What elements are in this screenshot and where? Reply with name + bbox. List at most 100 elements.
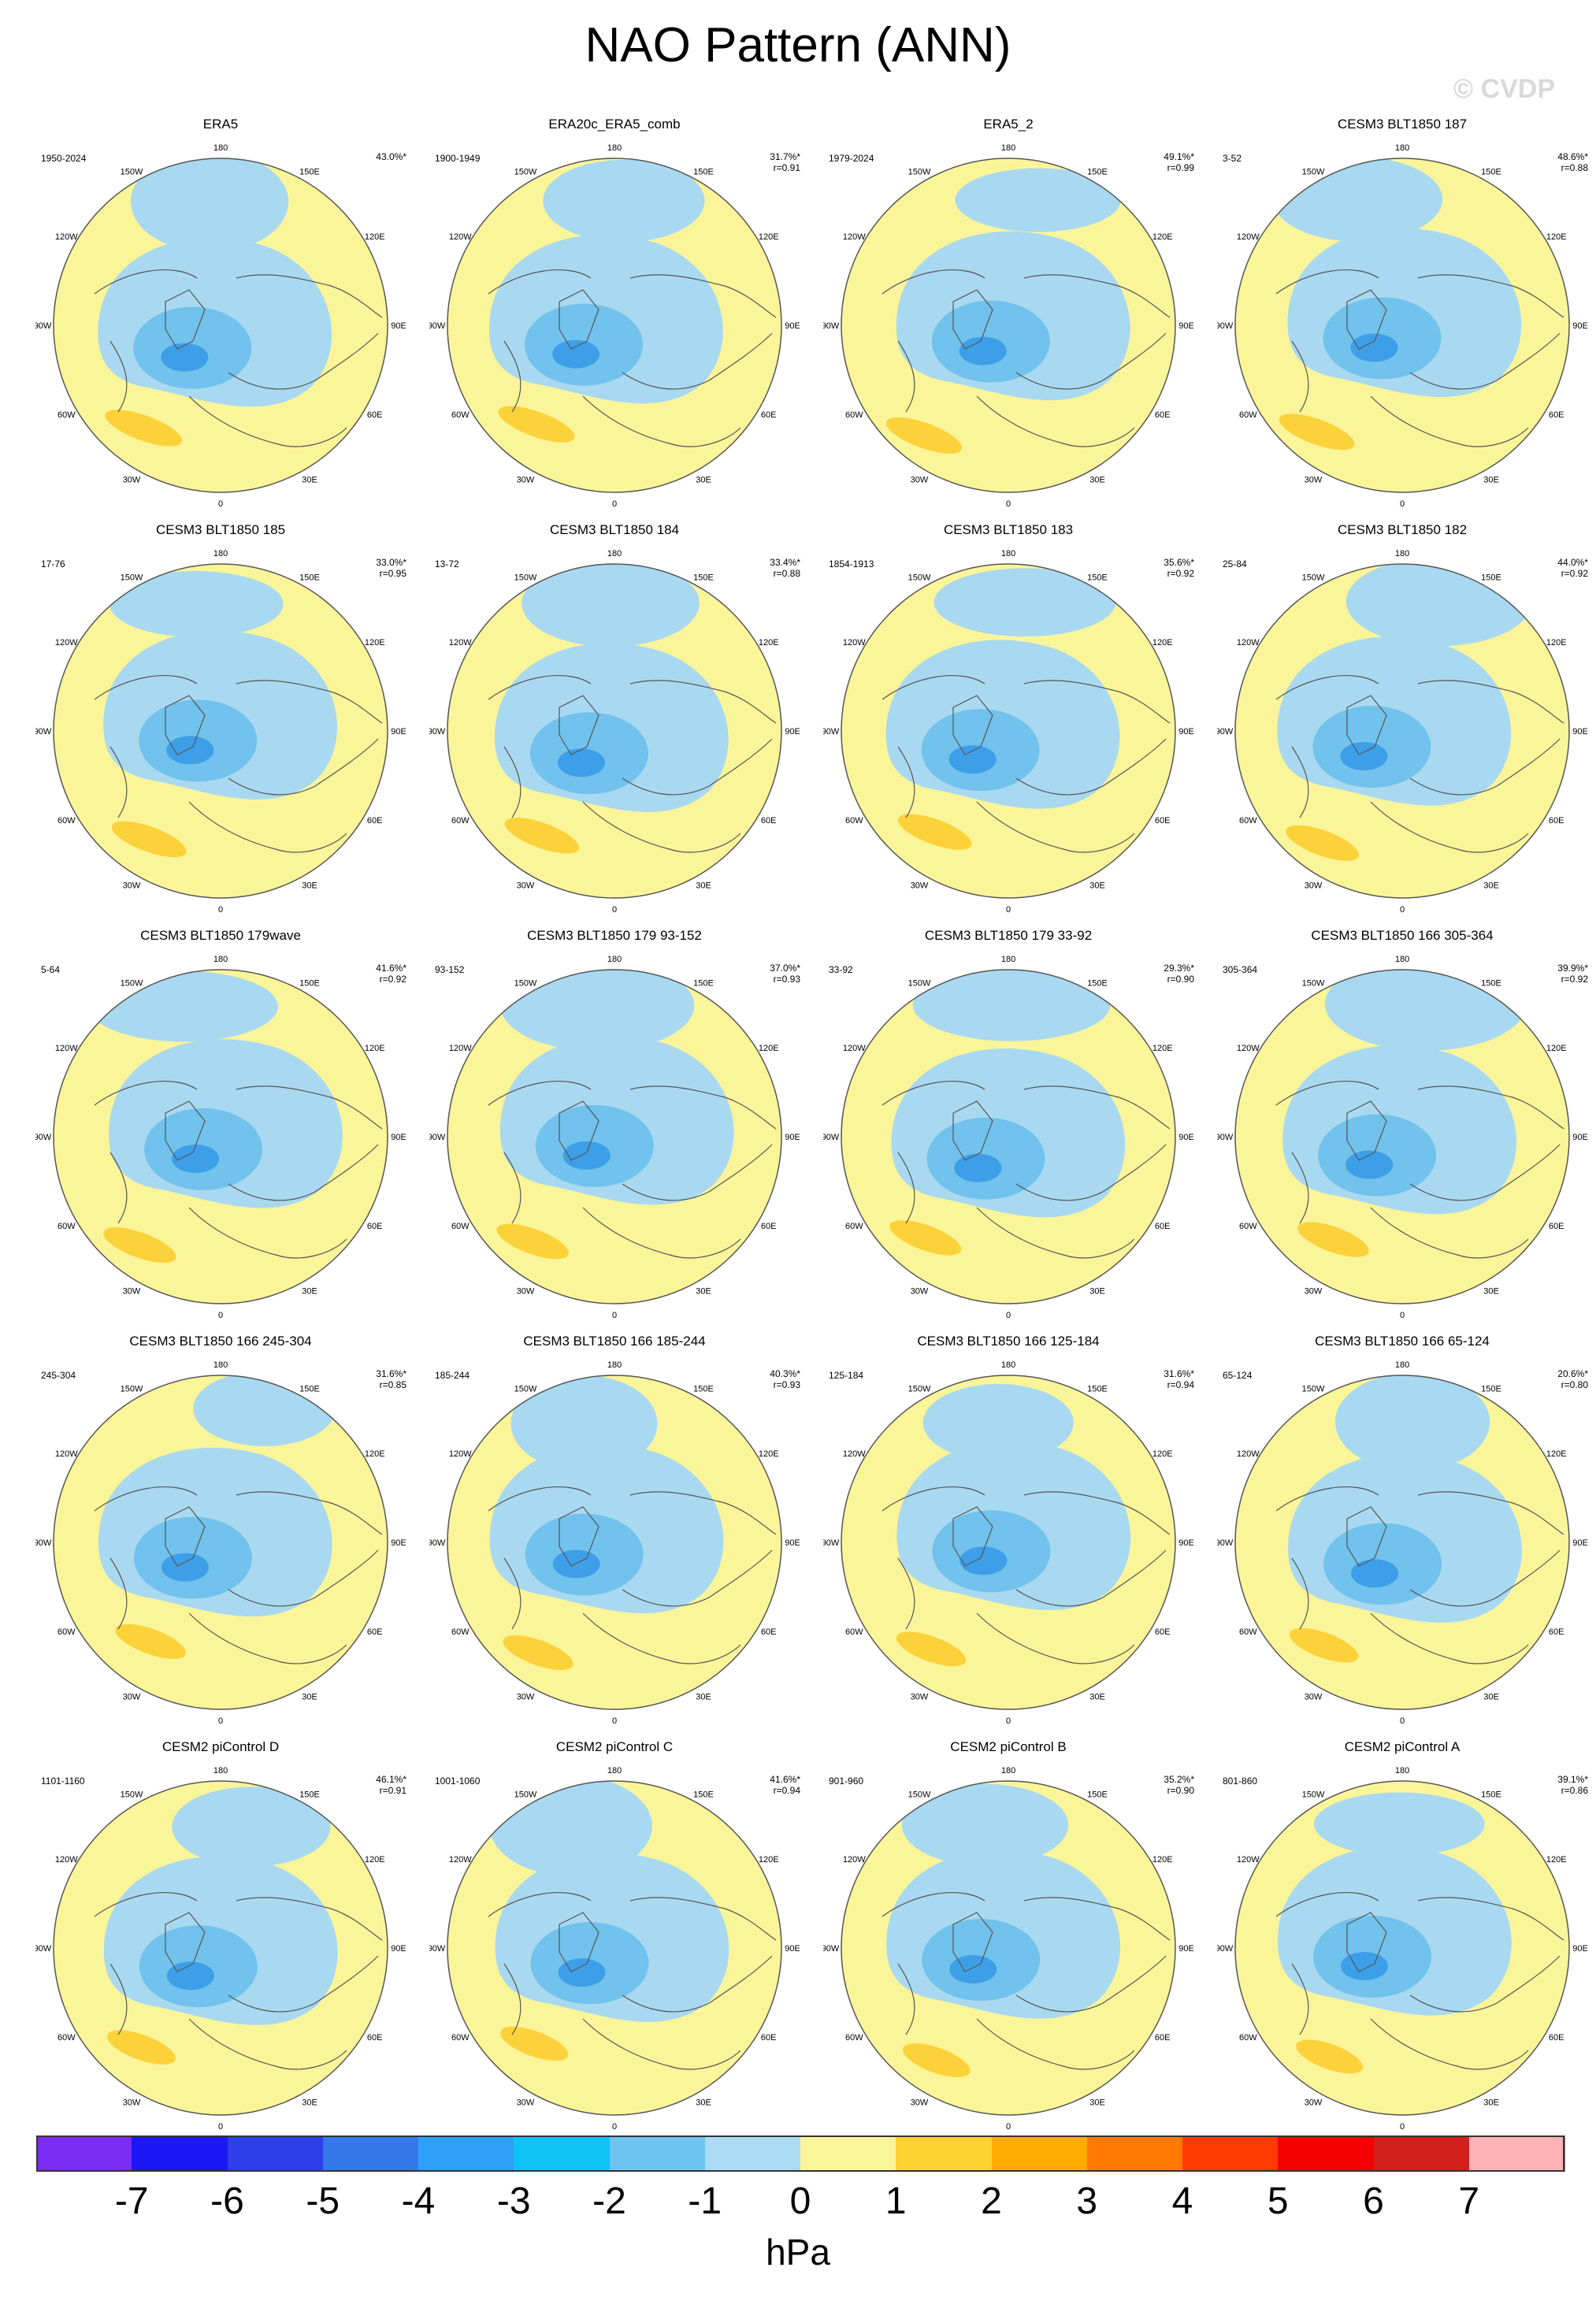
longitude-label: 0 <box>612 1311 617 1320</box>
longitude-label: 150W <box>908 978 931 988</box>
longitude-label: 60E <box>761 1627 777 1637</box>
positive-anomaly-core <box>105 410 183 447</box>
negative-anomaly-core <box>166 1961 214 1991</box>
colorbar-tick-label: 3 <box>1076 2180 1098 2222</box>
coastline <box>952 1100 993 1161</box>
longitude-label: 180 <box>213 549 228 558</box>
coastline <box>188 395 347 447</box>
negative-anomaly-core <box>959 1546 1008 1575</box>
variance-explained: 41.6%* <box>376 963 406 974</box>
pattern-correlation: r=0.92 <box>1561 974 1588 985</box>
longitude-label: 180 <box>1395 1766 1409 1776</box>
coastline <box>622 1549 773 1607</box>
coastline <box>1417 1085 1564 1130</box>
longitude-label: 150E <box>1481 978 1501 988</box>
pattern-correlation: r=0.94 <box>1167 1379 1194 1390</box>
longitude-label: 30E <box>696 1287 711 1297</box>
longitude-label: 150E <box>693 573 714 582</box>
polar-map: 180 150E 120E 90E 60E 30E 0 30W 60W 90W 120W 150W <box>35 1360 406 1726</box>
longitude-label: 90E <box>391 321 406 331</box>
colorbar-swatch <box>896 2135 993 2172</box>
coastline <box>1346 1506 1387 1567</box>
panel-year-range: 93-152 <box>435 964 465 975</box>
longitude-label: 120E <box>1546 1855 1567 1865</box>
panel-year-range: 1979-2024 <box>829 153 874 164</box>
longitude-label: 30W <box>517 476 535 485</box>
negative-anomaly-core <box>166 736 214 765</box>
polar-map: 180 150E 120E 90E 60E 30E 0 30W 60W 90W 120W 150W <box>823 955 1193 1320</box>
pattern-correlation: r=0.92 <box>379 974 406 985</box>
coastline <box>897 1152 915 1224</box>
longitude-label: 150W <box>514 1384 537 1393</box>
longitude-label: 180 <box>1001 1360 1015 1370</box>
longitude-label: 180 <box>1001 143 1015 153</box>
colorbar-tick-label: -5 <box>306 2180 340 2222</box>
longitude-label: 30E <box>1483 476 1499 485</box>
positive-anomaly-core <box>499 2026 569 2061</box>
longitude-label: 120W <box>1237 638 1260 648</box>
positive-anomaly-core <box>504 818 580 854</box>
longitude-label: 60W <box>1239 1627 1257 1637</box>
coastline <box>165 695 206 755</box>
coastline <box>1417 680 1564 724</box>
positive-anomaly-core <box>111 821 187 858</box>
coastline <box>622 1144 773 1201</box>
polar-map: 180 150E 120E 90E 60E 30E 0 30W 60W 90W 120W 150W <box>823 1360 1193 1726</box>
coastline <box>952 695 993 755</box>
longitude-label: 120W <box>449 1449 472 1459</box>
coastline <box>559 289 599 350</box>
map-panel: CESM3 BLT1850 185 17-76 33.0%* r=0.95 180 150… <box>35 522 406 918</box>
longitude-label: 30E <box>1483 881 1499 891</box>
longitude-label: 60W <box>1239 816 1257 826</box>
longitude-label: 120W <box>449 1855 472 1865</box>
longitude-label: 90E <box>391 1944 406 1954</box>
positive-anomaly-core <box>885 417 963 454</box>
longitude-label: 90E <box>1178 727 1193 737</box>
coastline <box>228 1955 379 2013</box>
longitude-label: 30W <box>911 1693 929 1702</box>
longitude-label: 150E <box>1481 1790 1501 1799</box>
panel-title: CESM2 piControl C <box>555 1739 674 1754</box>
panel-stats: 31.7%* r=0.91 <box>770 151 800 173</box>
polar-map: 180 150E 120E 90E 60E 30E 0 30W 60W 90W 120W 150W <box>429 1360 800 1726</box>
panel-year-range: 3-52 <box>1223 153 1242 164</box>
coastline <box>1023 1085 1171 1130</box>
longitude-label: 30E <box>1483 1693 1499 1702</box>
coastline <box>488 269 592 295</box>
coastline <box>1291 1557 1309 1630</box>
colorbar-tick-label: 0 <box>789 2180 811 2222</box>
longitude-label: 120E <box>1546 1449 1567 1459</box>
longitude-label: 120E <box>759 1044 779 1053</box>
longitude-label: 90E <box>785 321 800 331</box>
coastline <box>1275 1081 1379 1106</box>
coastline <box>976 395 1135 447</box>
longitude-label: 90W <box>823 1133 840 1142</box>
pattern-correlation: r=0.92 <box>1561 568 1588 579</box>
longitude-label: 150W <box>121 1384 143 1393</box>
longitude-label: 120E <box>1546 232 1567 242</box>
coastline <box>559 1506 599 1567</box>
longitude-label: 60E <box>367 2033 383 2043</box>
variance-explained: 39.1%* <box>1557 1774 1588 1785</box>
variance-explained: 49.1%* <box>1164 151 1194 162</box>
longitude-label: 60W <box>845 1222 863 1231</box>
pattern-correlation: r=0.92 <box>1167 568 1194 579</box>
variance-explained: 35.2%* <box>1164 1774 1194 1785</box>
longitude-label: 120W <box>55 638 78 648</box>
panel-stats: 31.6%* r=0.85 <box>376 1368 406 1390</box>
longitude-label: 150W <box>514 1790 537 1799</box>
coastline <box>976 1207 1135 1259</box>
longitude-label: 60W <box>58 2033 76 2043</box>
variance-explained: 46.1%* <box>376 1774 406 1785</box>
panel-stats: 43.0%* <box>376 151 406 162</box>
map-boundary <box>53 1375 388 1710</box>
panel-year-range: 801-860 <box>1223 1776 1258 1787</box>
coastline <box>882 269 985 295</box>
longitude-label: 30E <box>302 2098 317 2108</box>
coastline <box>622 1955 773 2013</box>
pattern-correlation: r=0.94 <box>773 1785 800 1796</box>
polar-map: 180 150E 120E 90E 60E 30E 0 30W 60W 90W 120W 150W <box>429 549 800 915</box>
pattern-correlation: r=0.90 <box>1167 974 1194 985</box>
coastline <box>629 274 777 318</box>
negative-anomaly-core <box>949 1955 997 1984</box>
